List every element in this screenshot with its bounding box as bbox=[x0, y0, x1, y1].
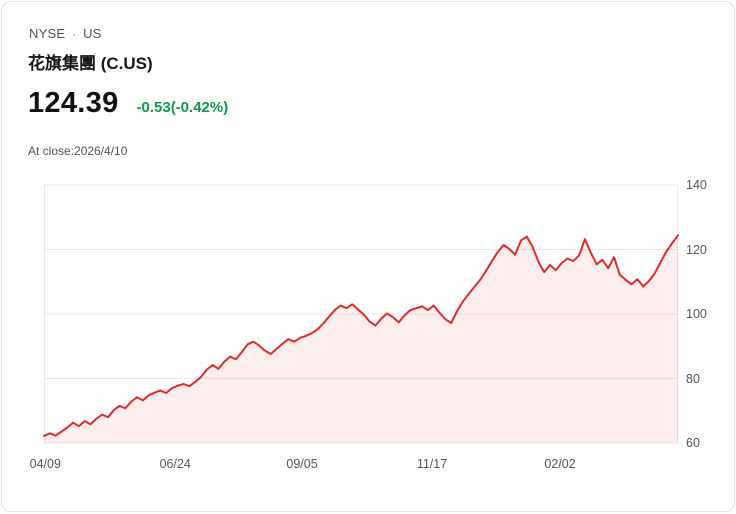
stock-title: 花旗集團 (C.US) bbox=[28, 54, 153, 73]
price-area-fill bbox=[44, 235, 678, 443]
price-row: 124.39 -0.53(-0.42%) bbox=[28, 87, 228, 120]
x-axis-tick-label: 11/17 bbox=[416, 457, 448, 471]
y-axis-tick-label: 80 bbox=[686, 371, 700, 386]
exchange-label: NYSE bbox=[29, 26, 66, 41]
x-axis-tick-label: 04/09 bbox=[29, 457, 61, 471]
close-time-label: At close:2026/4/10 bbox=[28, 144, 128, 158]
y-axis-tick-label: 140 bbox=[686, 178, 707, 192]
y-axis-tick-label: 60 bbox=[686, 436, 700, 450]
y-axis-tick-label: 100 bbox=[686, 307, 707, 321]
price-change: -0.53(-0.42%) bbox=[136, 99, 229, 116]
x-axis-tick-label: 09/05 bbox=[286, 457, 318, 471]
price-chart[interactable] bbox=[43, 184, 679, 444]
current-price: 124.39 bbox=[28, 87, 119, 119]
exchange-row: NYSE · US bbox=[29, 26, 102, 41]
dot-separator: · bbox=[72, 29, 77, 41]
price-chart-svg[interactable] bbox=[43, 184, 679, 444]
price-line bbox=[43, 234, 679, 437]
x-axis-tick-label: 02/02 bbox=[544, 457, 576, 471]
x-axis-tick-label: 06/24 bbox=[159, 457, 191, 471]
x-axis-labels: 04/09 06/24 09/05 11/17 02/02 bbox=[30, 457, 678, 473]
region-label: US bbox=[83, 26, 102, 41]
y-axis-tick-label: 120 bbox=[686, 242, 707, 257]
y-axis-labels: 60 80 100 120 140 bbox=[686, 178, 730, 450]
